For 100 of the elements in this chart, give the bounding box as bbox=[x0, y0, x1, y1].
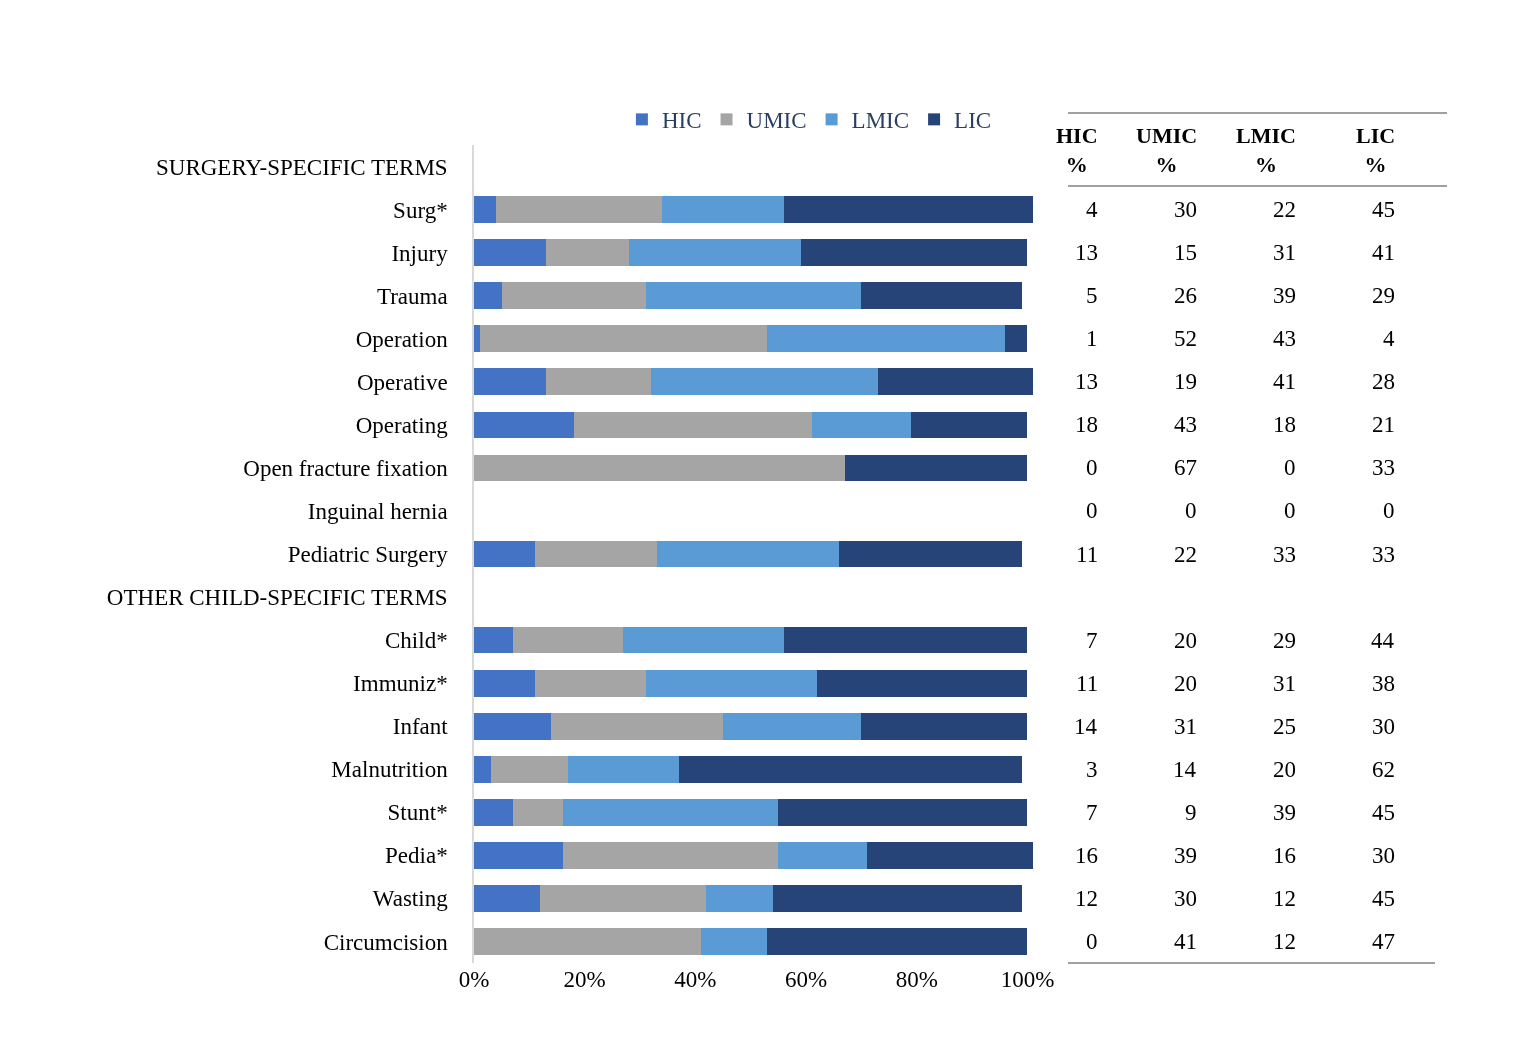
bar bbox=[474, 368, 546, 396]
data-label: 39 bbox=[1273, 283, 1296, 308]
data-label: 31 bbox=[1273, 671, 1296, 696]
bar bbox=[534, 540, 657, 568]
bar bbox=[474, 712, 552, 740]
y-tick-label: Child* bbox=[385, 628, 448, 654]
bar bbox=[651, 368, 879, 396]
data-label: 16 bbox=[1273, 843, 1296, 868]
bar bbox=[545, 239, 629, 266]
bar bbox=[645, 669, 818, 697]
bar bbox=[866, 842, 1033, 869]
bar bbox=[474, 928, 701, 955]
data-label: 33 bbox=[1372, 455, 1395, 480]
data-label: 47 bbox=[1372, 929, 1395, 954]
bar bbox=[844, 454, 1028, 482]
bar bbox=[474, 411, 574, 439]
y-tick-label: OTHER CHILD-SPECIFIC TERMS bbox=[106, 585, 448, 611]
data-label: 0 bbox=[1185, 498, 1197, 523]
legend-label: LIC bbox=[954, 108, 992, 134]
x-tick-label: 40% bbox=[674, 967, 717, 992]
data-label: 43 bbox=[1174, 412, 1197, 437]
data-label: 45 bbox=[1372, 886, 1395, 911]
bar bbox=[772, 885, 1022, 912]
bar bbox=[474, 798, 513, 826]
bar bbox=[562, 842, 779, 869]
bar bbox=[474, 669, 535, 697]
data-label: 21 bbox=[1372, 412, 1395, 437]
data-label: 20 bbox=[1273, 757, 1296, 782]
y-tick-label: Circumcision bbox=[323, 929, 449, 955]
bar bbox=[474, 755, 491, 783]
y-tick-label: Immuniz* bbox=[353, 671, 448, 697]
data-label: 41 bbox=[1273, 369, 1296, 394]
data-label: 30 bbox=[1372, 714, 1395, 739]
data-label: 52 bbox=[1174, 326, 1197, 351]
data-label: 18 bbox=[1075, 412, 1098, 437]
data-label: 41 bbox=[1174, 929, 1197, 954]
bar bbox=[861, 712, 1028, 740]
data-label: 28 bbox=[1372, 369, 1395, 394]
y-tick-label: Operating bbox=[355, 412, 449, 438]
data-label: 67 bbox=[1174, 455, 1197, 480]
data-label: 25 bbox=[1273, 714, 1296, 739]
data-label: 43 bbox=[1273, 326, 1296, 351]
bar bbox=[490, 755, 569, 783]
bar bbox=[573, 411, 812, 439]
bar bbox=[534, 669, 646, 697]
y-tick-label: Infant bbox=[392, 714, 449, 740]
data-label: 13 bbox=[1075, 240, 1098, 265]
data-label: 31 bbox=[1174, 714, 1197, 739]
data-label: 18 bbox=[1273, 412, 1296, 437]
bar bbox=[700, 928, 768, 955]
data-label: 12 bbox=[1075, 886, 1098, 911]
data-label: 15 bbox=[1174, 240, 1197, 265]
data-label: 31 bbox=[1273, 240, 1296, 265]
text: LMIC % bbox=[1236, 123, 1296, 177]
bar bbox=[656, 540, 840, 568]
data-label: 39 bbox=[1273, 800, 1296, 825]
y-tick-label: Inguinal hernia bbox=[307, 499, 448, 524]
y-tick-label: SURGERY-SPECIFIC TERMS bbox=[156, 154, 448, 180]
data-label: 45 bbox=[1372, 800, 1395, 825]
data-label: 11 bbox=[1076, 542, 1099, 567]
data-label: 62 bbox=[1372, 757, 1395, 782]
bar bbox=[562, 798, 779, 826]
y-tick-label: Injury bbox=[391, 240, 449, 266]
bar bbox=[545, 368, 652, 396]
bar bbox=[706, 885, 773, 912]
data-label: 7 bbox=[1086, 628, 1098, 653]
data-label: 3 bbox=[1086, 757, 1098, 782]
y-tick-label: Pediatric Surgery bbox=[287, 542, 449, 568]
bar bbox=[474, 196, 497, 223]
bar bbox=[778, 798, 1028, 826]
bar bbox=[767, 928, 1028, 955]
data-label: 22 bbox=[1174, 542, 1197, 567]
data-label: 20 bbox=[1174, 628, 1197, 653]
data-label: 12 bbox=[1273, 929, 1296, 954]
data-label: 30 bbox=[1372, 843, 1395, 868]
bar bbox=[512, 798, 563, 826]
bar bbox=[479, 325, 768, 353]
bar bbox=[662, 196, 784, 223]
bar bbox=[911, 411, 1028, 439]
data-label: 19 bbox=[1174, 369, 1197, 394]
bar bbox=[568, 755, 679, 783]
data-label: 4 bbox=[1383, 326, 1395, 351]
x-tick-label: 100% bbox=[1000, 967, 1055, 992]
data-label: 13 bbox=[1075, 369, 1098, 394]
bar bbox=[474, 540, 535, 568]
data-label: 0 bbox=[1086, 498, 1098, 523]
data-label: 0 bbox=[1284, 455, 1296, 480]
bar bbox=[778, 842, 867, 869]
bar bbox=[800, 239, 1028, 266]
y-tick-label: Open fracture fixation bbox=[243, 455, 449, 481]
text: UMIC % bbox=[1136, 123, 1198, 177]
y-tick-label: Stunt* bbox=[387, 800, 448, 826]
data-label: 9 bbox=[1185, 800, 1197, 825]
bar bbox=[1005, 325, 1028, 353]
data-label: 45 bbox=[1372, 197, 1395, 222]
data-label: 33 bbox=[1372, 542, 1395, 567]
legend-label: HIC bbox=[661, 108, 702, 134]
y-tick-label: Operation bbox=[355, 326, 449, 352]
bar bbox=[474, 239, 546, 266]
bar bbox=[678, 755, 1022, 783]
